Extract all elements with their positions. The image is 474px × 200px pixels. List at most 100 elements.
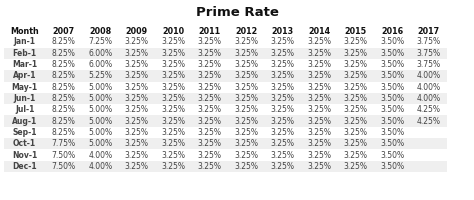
Text: 2009: 2009: [126, 26, 148, 36]
Text: 8.25%: 8.25%: [52, 83, 76, 92]
Text: 4.00%: 4.00%: [88, 162, 112, 171]
Text: 3.25%: 3.25%: [344, 151, 368, 160]
Text: 3.25%: 3.25%: [234, 83, 258, 92]
Text: 4.25%: 4.25%: [417, 117, 441, 126]
Text: 3.25%: 3.25%: [307, 128, 331, 137]
Text: 3.25%: 3.25%: [234, 60, 258, 69]
Text: 3.25%: 3.25%: [271, 94, 295, 103]
Text: Apr-1: Apr-1: [13, 71, 36, 80]
Text: 3.50%: 3.50%: [380, 83, 404, 92]
Text: 3.25%: 3.25%: [307, 71, 331, 80]
Text: 3.25%: 3.25%: [344, 139, 368, 148]
Text: 3.75%: 3.75%: [417, 60, 441, 69]
Text: 8.25%: 8.25%: [52, 71, 76, 80]
Text: 8.25%: 8.25%: [52, 49, 76, 58]
Text: 3.25%: 3.25%: [234, 162, 258, 171]
Text: 3.25%: 3.25%: [344, 49, 368, 58]
Text: 4.00%: 4.00%: [88, 151, 112, 160]
Text: 5.00%: 5.00%: [88, 128, 112, 137]
Text: 7.25%: 7.25%: [88, 38, 112, 46]
Text: 3.25%: 3.25%: [234, 128, 258, 137]
Text: 3.75%: 3.75%: [417, 49, 441, 58]
Text: 3.25%: 3.25%: [271, 60, 295, 69]
Text: 3.25%: 3.25%: [271, 162, 295, 171]
Text: 8.25%: 8.25%: [52, 105, 76, 114]
Text: 3.25%: 3.25%: [344, 162, 368, 171]
Text: 3.25%: 3.25%: [234, 117, 258, 126]
Text: 3.25%: 3.25%: [344, 105, 368, 114]
Text: 3.25%: 3.25%: [125, 128, 149, 137]
Text: 3.25%: 3.25%: [161, 60, 185, 69]
Text: Feb-1: Feb-1: [13, 49, 36, 58]
Text: 3.25%: 3.25%: [344, 71, 368, 80]
Text: 4.00%: 4.00%: [417, 83, 441, 92]
Text: 3.25%: 3.25%: [198, 117, 222, 126]
Text: 3.25%: 3.25%: [125, 117, 149, 126]
Text: 3.50%: 3.50%: [380, 71, 404, 80]
Text: 7.50%: 7.50%: [52, 151, 76, 160]
Text: 3.25%: 3.25%: [344, 60, 368, 69]
Text: 3.25%: 3.25%: [234, 71, 258, 80]
Bar: [4, 48, 447, 59]
Text: 3.25%: 3.25%: [307, 38, 331, 46]
Text: 3.25%: 3.25%: [271, 38, 295, 46]
Text: 3.25%: 3.25%: [198, 38, 222, 46]
Text: 3.25%: 3.25%: [271, 117, 295, 126]
Text: 3.25%: 3.25%: [344, 128, 368, 137]
Text: 3.50%: 3.50%: [380, 60, 404, 69]
Text: 3.25%: 3.25%: [161, 83, 185, 92]
Bar: [4, 149, 447, 161]
Text: 3.25%: 3.25%: [198, 151, 222, 160]
Text: 3.25%: 3.25%: [125, 162, 149, 171]
Text: 3.25%: 3.25%: [234, 94, 258, 103]
Text: 3.25%: 3.25%: [271, 83, 295, 92]
Bar: [4, 104, 447, 115]
Text: 3.25%: 3.25%: [161, 128, 185, 137]
Text: Jul-1: Jul-1: [15, 105, 34, 114]
Text: 3.25%: 3.25%: [125, 38, 149, 46]
Text: 3.25%: 3.25%: [271, 128, 295, 137]
Text: 3.25%: 3.25%: [307, 162, 331, 171]
Text: 3.25%: 3.25%: [271, 139, 295, 148]
Text: 3.25%: 3.25%: [234, 38, 258, 46]
Text: 2013: 2013: [272, 26, 294, 36]
Text: 3.50%: 3.50%: [380, 117, 404, 126]
Text: Month: Month: [10, 26, 39, 36]
Text: Oct-1: Oct-1: [13, 139, 36, 148]
Text: 3.25%: 3.25%: [161, 117, 185, 126]
Text: 5.00%: 5.00%: [88, 117, 112, 126]
Text: 3.25%: 3.25%: [161, 71, 185, 80]
Text: 3.50%: 3.50%: [380, 151, 404, 160]
Text: 6.00%: 6.00%: [88, 49, 112, 58]
Text: 8.25%: 8.25%: [52, 117, 76, 126]
Text: 3.25%: 3.25%: [234, 49, 258, 58]
Text: 3.25%: 3.25%: [161, 162, 185, 171]
Text: Jun-1: Jun-1: [14, 94, 36, 103]
Text: Nov-1: Nov-1: [12, 151, 37, 160]
Bar: [4, 138, 447, 149]
Text: 3.25%: 3.25%: [307, 139, 331, 148]
Text: 3.50%: 3.50%: [380, 139, 404, 148]
Text: 8.25%: 8.25%: [52, 38, 76, 46]
Text: Sep-1: Sep-1: [12, 128, 37, 137]
Bar: [4, 93, 447, 104]
Text: 2015: 2015: [345, 26, 367, 36]
Text: 3.25%: 3.25%: [125, 139, 149, 148]
Text: Jan-1: Jan-1: [14, 38, 36, 46]
Text: 3.25%: 3.25%: [198, 49, 222, 58]
Text: 3.25%: 3.25%: [198, 139, 222, 148]
Text: May-1: May-1: [11, 83, 38, 92]
Text: 5.25%: 5.25%: [88, 71, 112, 80]
Text: 4.00%: 4.00%: [417, 94, 441, 103]
Text: 3.50%: 3.50%: [380, 128, 404, 137]
Text: 3.25%: 3.25%: [125, 71, 149, 80]
Text: 8.25%: 8.25%: [52, 60, 76, 69]
Text: 3.25%: 3.25%: [125, 83, 149, 92]
Text: 3.25%: 3.25%: [198, 94, 222, 103]
Text: 8.25%: 8.25%: [52, 128, 76, 137]
Text: 8.25%: 8.25%: [52, 94, 76, 103]
Text: 2012: 2012: [235, 26, 257, 36]
Text: 3.25%: 3.25%: [161, 49, 185, 58]
Text: 5.00%: 5.00%: [88, 139, 112, 148]
Text: 3.25%: 3.25%: [344, 83, 368, 92]
